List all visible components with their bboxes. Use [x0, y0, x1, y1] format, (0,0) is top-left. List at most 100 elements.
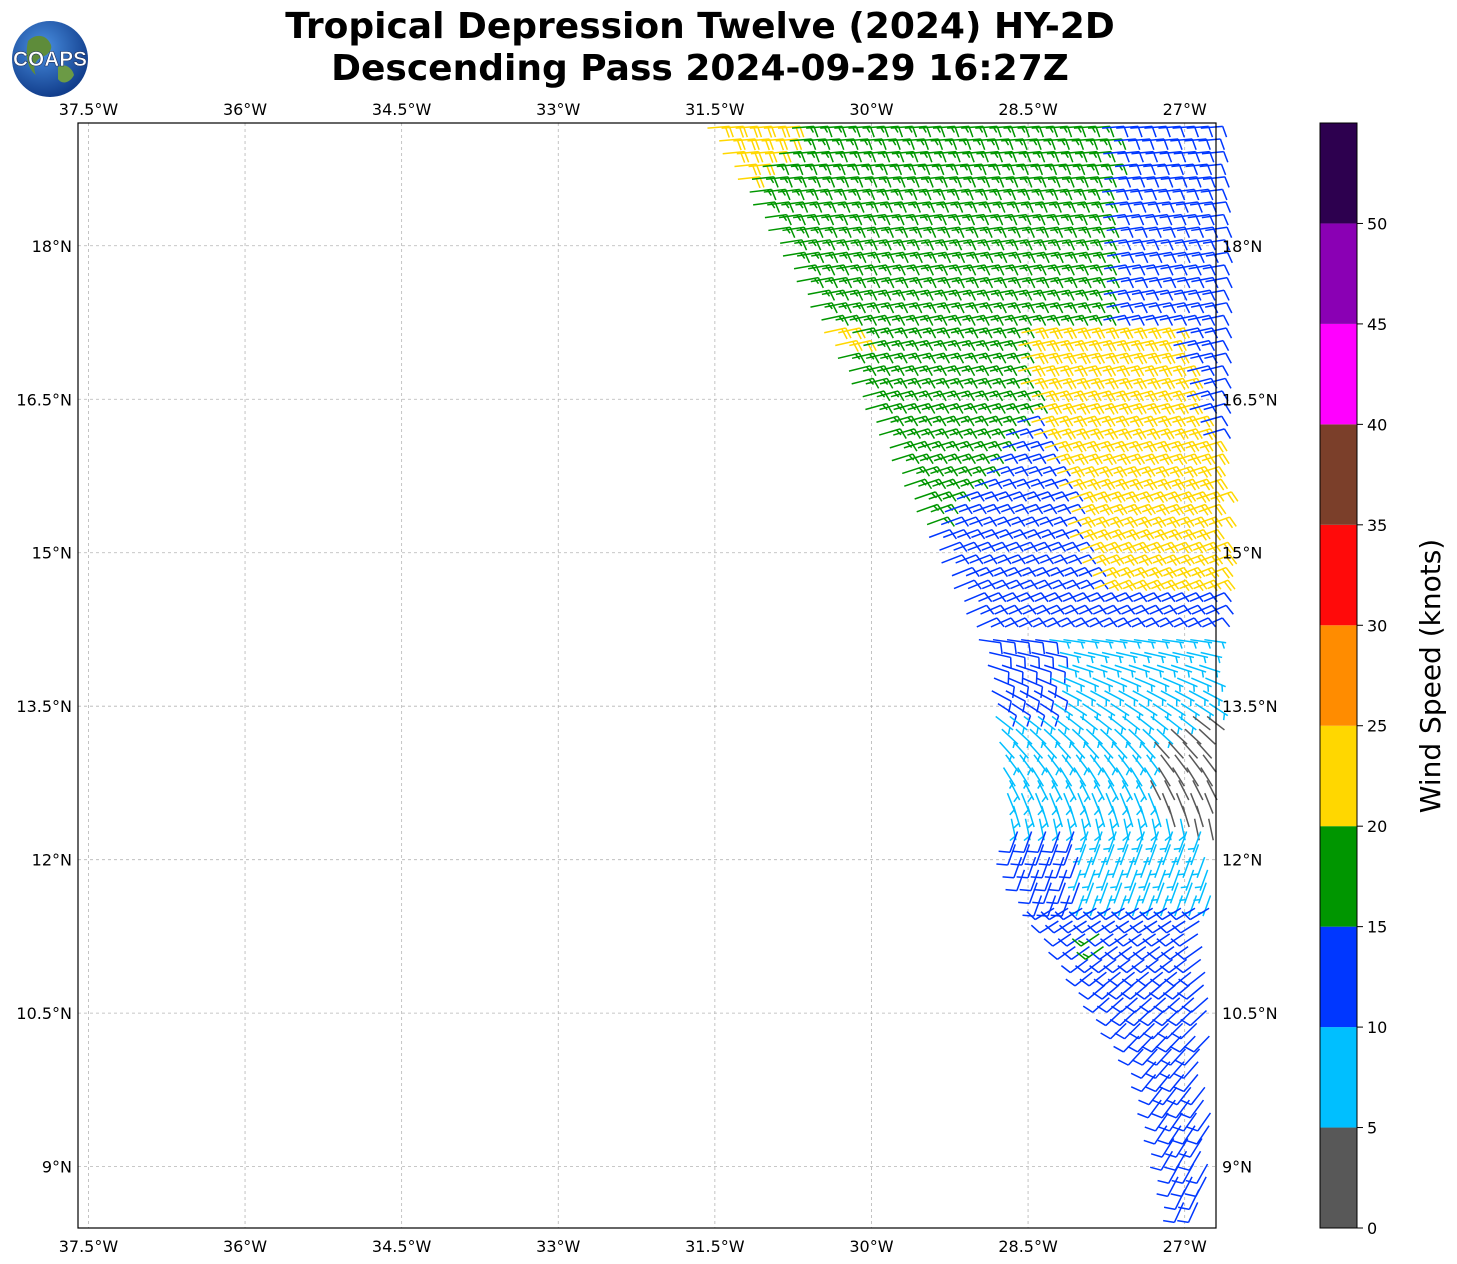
- wind-barb: [1191, 677, 1212, 692]
- wind-barb: [1117, 831, 1131, 853]
- wind-barb: [1186, 125, 1214, 138]
- wind-barb: [944, 503, 973, 515]
- wind-barb: [996, 844, 1016, 866]
- wind-barb: [1153, 907, 1182, 921]
- wind-barb: [1089, 754, 1105, 776]
- wind-barb: [1166, 1010, 1193, 1027]
- wind-barb: [1187, 831, 1202, 853]
- wind-barb: [945, 440, 974, 452]
- wind-barb: [1172, 767, 1185, 787]
- wind-barb: [1129, 844, 1143, 866]
- wind-barb: [1203, 377, 1232, 389]
- wind-barb: [1105, 638, 1128, 649]
- wind-barb: [977, 428, 1006, 439]
- wind-barb: [1118, 690, 1139, 707]
- wind-barb: [1147, 352, 1176, 365]
- wind-barb: [1087, 478, 1116, 491]
- wind-barb: [1090, 402, 1119, 415]
- wind-barb: [1033, 869, 1054, 892]
- wind-barb: [1032, 365, 1060, 378]
- wind-barb: [1088, 365, 1117, 378]
- wind-barb: [1174, 428, 1203, 441]
- wind-barb: [1030, 920, 1059, 934]
- wind-barb: [1133, 402, 1161, 415]
- wind-barb: [735, 125, 763, 138]
- wind-barb: [1059, 767, 1073, 789]
- wind-barb: [1009, 780, 1021, 803]
- wind-barb: [1202, 264, 1230, 276]
- wind-barb: [1152, 703, 1172, 721]
- wind-barb: [1171, 440, 1200, 453]
- wind-barb: [1026, 805, 1035, 829]
- wind-barb: [1135, 780, 1148, 803]
- colorbar-segment: [1320, 625, 1357, 726]
- wind-barb: [1044, 920, 1073, 934]
- wind-barb: [1046, 365, 1074, 378]
- wind-barb: [1120, 302, 1148, 314]
- wind-barb: [1030, 440, 1059, 452]
- wind-barb: [1196, 529, 1225, 541]
- wind-barb: [1103, 289, 1132, 301]
- wind-barb: [1207, 579, 1236, 592]
- wind-barb: [1032, 882, 1052, 905]
- wind-barb: [1147, 792, 1158, 816]
- wind-barb: [1097, 741, 1114, 762]
- wind-barb: [1047, 754, 1062, 776]
- wind-barb: [1169, 1035, 1196, 1053]
- wind-barb: [1113, 895, 1127, 917]
- wind-barb: [1100, 933, 1128, 947]
- wind-barb: [1147, 638, 1170, 649]
- wind-barb: [1144, 125, 1171, 138]
- wind-barb: [1180, 869, 1195, 891]
- wind-barb: [931, 440, 960, 452]
- wind-barb: [1057, 933, 1086, 947]
- wind-barb: [1158, 415, 1187, 428]
- wind-barb: [1210, 491, 1239, 504]
- wind-barb: [1146, 754, 1161, 776]
- wind-barb: [1117, 958, 1145, 974]
- wind-barb: [1187, 453, 1216, 466]
- wind-barb: [1055, 805, 1064, 829]
- wind-barb: [919, 453, 948, 465]
- wind-barb: [1060, 339, 1089, 352]
- wind-barb: [990, 453, 1019, 465]
- wind-barb: [1160, 428, 1189, 441]
- wind-barb: [1173, 314, 1202, 326]
- wind-barb: [1192, 780, 1204, 801]
- wind-barb: [1021, 352, 1049, 365]
- wind-barb: [1160, 289, 1188, 301]
- wind-barb: [1148, 677, 1170, 692]
- wind-barb: [1113, 1035, 1140, 1053]
- wind-barb: [1128, 664, 1150, 678]
- wind-barb: [1122, 715, 1141, 735]
- wind-barb: [1176, 327, 1205, 339]
- wind-barb: [1190, 638, 1213, 649]
- wind-barb: [1131, 958, 1159, 974]
- wind-barb: [1166, 869, 1181, 891]
- wind-barb: [1113, 503, 1142, 516]
- wind-barb: [1190, 327, 1219, 339]
- wind-barb: [1194, 703, 1215, 721]
- wind-barb: [999, 741, 1015, 762]
- colorbar-tick-label: 5: [1367, 1119, 1377, 1138]
- wind-barb: [1159, 314, 1188, 326]
- wind-barb: [1202, 289, 1230, 301]
- wind-barb: [1181, 907, 1210, 921]
- wind-barb: [986, 465, 1015, 477]
- wind-barb: [1171, 844, 1186, 866]
- wind-barb: [1201, 314, 1230, 326]
- wind-barb: [1069, 741, 1086, 762]
- wind-barb: [1153, 805, 1162, 829]
- wind-barb: [1202, 176, 1230, 188]
- colorbar-tick-label: 40: [1367, 415, 1387, 434]
- wind-barb: [1012, 805, 1021, 829]
- wind-barb: [1172, 651, 1195, 664]
- wind-barb: [1065, 715, 1084, 735]
- wind-barb: [1180, 1086, 1206, 1106]
- lon-tick-label-bottom: 37.5°W: [59, 1237, 119, 1256]
- wind-barb: [1157, 844, 1172, 866]
- wind-barb: [1101, 415, 1130, 428]
- wind-barb: [1077, 638, 1100, 649]
- wind-barb: [1102, 365, 1131, 378]
- colorbar-title: Wind Speed (knots): [1414, 539, 1447, 813]
